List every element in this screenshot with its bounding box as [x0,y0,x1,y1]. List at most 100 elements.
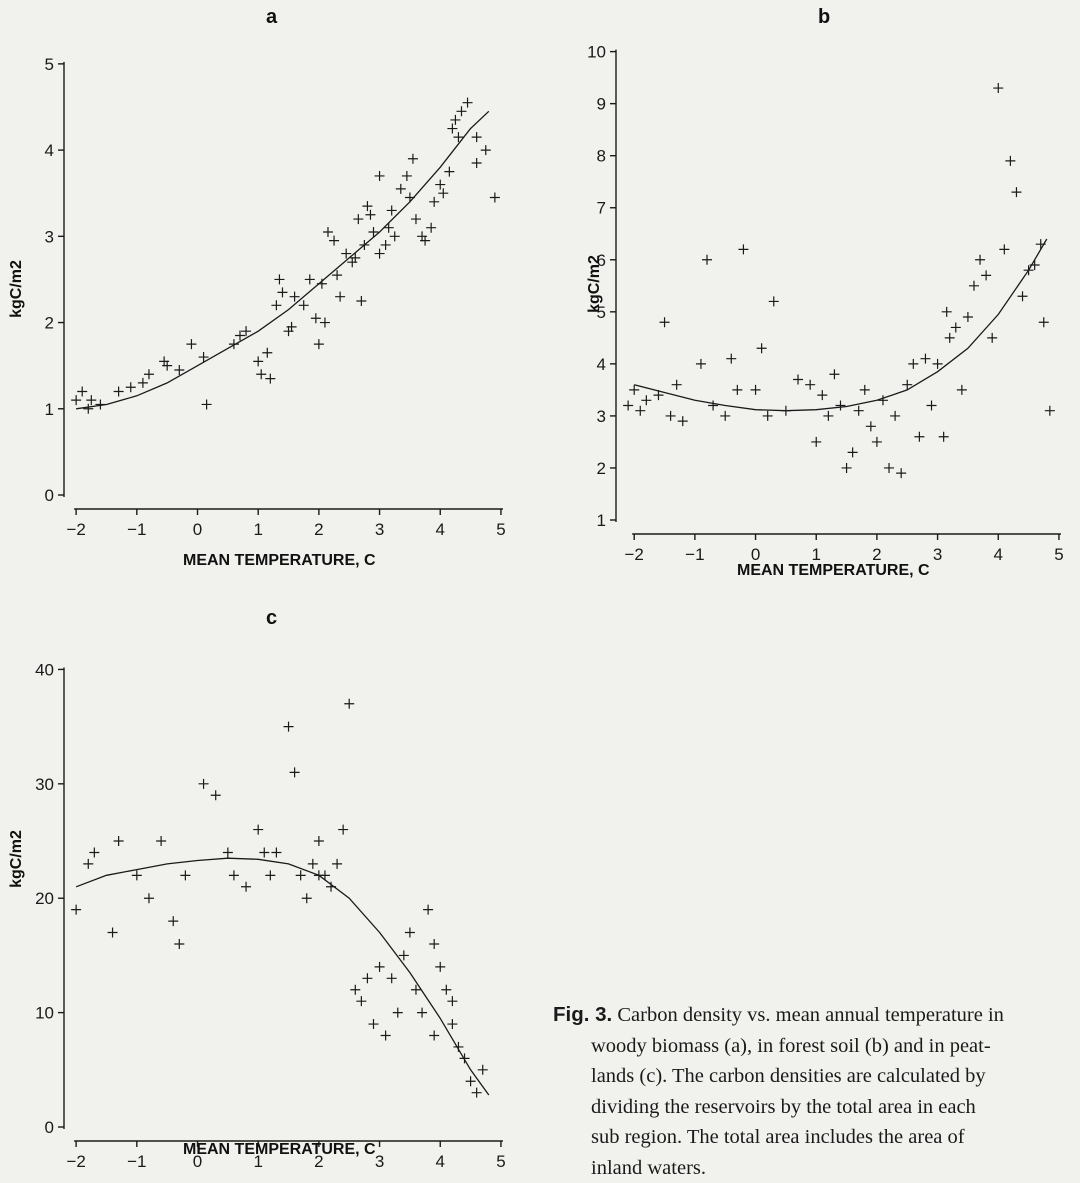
data-point [757,343,767,353]
data-point [83,859,93,869]
x-tick-label: −2 [66,520,85,539]
data-point [241,326,251,336]
data-point [726,354,736,364]
data-point [817,390,827,400]
data-point [362,201,372,211]
data-point [438,188,448,198]
data-point [417,1008,427,1018]
data-point [375,249,385,259]
data-point [641,395,651,405]
data-point [447,124,457,134]
data-point [305,274,315,284]
data-point [927,401,937,411]
data-point [423,905,433,915]
data-point [168,916,178,926]
x-tick-label: −2 [66,1152,85,1171]
data-point [751,385,761,395]
data-point [317,279,327,289]
data-point [478,1065,488,1075]
caption-line: sub region. The total area includes the … [553,1122,1070,1153]
data-point [381,240,391,250]
data-point [666,411,676,421]
data-point [942,307,952,317]
data-point [368,227,378,237]
data-point [466,1076,476,1086]
data-point [259,847,269,857]
caption-line: dividing the reservoirs by the total are… [553,1092,1070,1123]
data-point [393,1008,403,1018]
data-point [83,404,93,414]
data-point [329,236,339,246]
data-point [302,893,312,903]
data-point [732,385,742,395]
data-point [999,244,1009,254]
x-tick-label: −2 [625,545,644,564]
y-tick-label: 0 [45,486,54,505]
y-axis-title-c: kgC/m2 [8,830,26,888]
data-point [375,962,385,972]
y-tick-label: 0 [45,1118,54,1137]
data-point [262,348,272,358]
data-point [1018,291,1028,301]
data-point [338,825,348,835]
data-point [1036,239,1046,249]
y-tick-label: 2 [45,314,54,333]
data-point [1005,156,1015,166]
y-tick-label: 10 [587,43,606,62]
data-point [635,406,645,416]
data-point [872,437,882,447]
data-point [908,359,918,369]
data-point [202,399,212,409]
data-point [396,184,406,194]
data-point [975,255,985,265]
data-point [186,339,196,349]
x-tick-label: −1 [127,520,146,539]
data-point [456,106,466,116]
data-point [114,836,124,846]
y-tick-label: 3 [597,407,606,426]
data-point [271,300,281,310]
y-tick-label: 4 [597,355,606,374]
data-point [229,870,239,880]
data-point [368,1019,378,1029]
data-point [836,401,846,411]
data-point [108,928,118,938]
x-tick-label: 4 [994,545,1003,564]
data-point [126,382,136,392]
data-point [71,905,81,915]
data-point [95,399,105,409]
data-point [271,847,281,857]
data-point [365,210,375,220]
data-point [408,154,418,164]
data-point [77,387,87,397]
data-point [405,193,415,203]
y-tick-label: 30 [35,775,54,794]
data-point [1030,260,1040,270]
y-tick-label: 1 [45,400,54,419]
x-tick-label: 4 [436,520,445,539]
data-point [945,333,955,343]
data-point [472,132,482,142]
data-point [89,847,99,857]
data-point [320,318,330,328]
fit-curve [76,858,489,1095]
data-point [381,1030,391,1040]
data-point [920,354,930,364]
data-point [429,197,439,207]
data-point [384,223,394,233]
data-point [993,83,1003,93]
data-point [781,406,791,416]
caption-line: lands (c). The carbon densities are calc… [553,1061,1070,1092]
data-point [933,359,943,369]
y-axis-title-a: kgC/m2 [8,260,26,318]
data-point [411,214,421,224]
x-tick-label: 1 [253,520,262,539]
y-axis-title-b: kgC/m2 [586,255,604,313]
data-point [1039,317,1049,327]
caption-line: Carbon density vs. mean annual temperatu… [617,1004,1004,1026]
data-point [114,387,124,397]
data-point [402,171,412,181]
data-point [890,411,900,421]
